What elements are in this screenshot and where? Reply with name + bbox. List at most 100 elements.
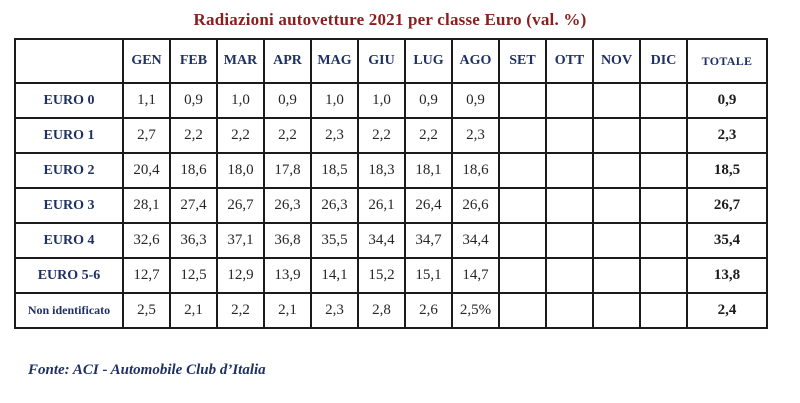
value-cell: 14,7 (451, 257, 500, 294)
value-cell: 26,3 (310, 187, 359, 224)
value-cell: 1,1 (122, 82, 171, 119)
value-cell: 2,5% (451, 292, 500, 329)
value-cell: 27,4 (169, 187, 218, 224)
value-cell: 12,7 (122, 257, 171, 294)
value-cell: 2,7 (122, 117, 171, 154)
empty-cell (592, 82, 641, 119)
value-cell: 15,2 (357, 257, 406, 294)
empty-cell (592, 152, 641, 189)
header-row: GEN FEB MAR APR MAG GIU LUG AGO SET OTT NOV DIC TOTA… (14, 38, 768, 84)
empty-cell (545, 152, 594, 189)
value-cell: 17,8 (263, 152, 312, 189)
empty-cell (592, 257, 641, 294)
value-cell: 2,6 (404, 292, 453, 329)
row-label: EURO 1 (14, 117, 124, 154)
value-cell: 2,3 (451, 117, 500, 154)
value-cell: 18,5 (310, 152, 359, 189)
column-header-mar: MAR (216, 38, 265, 84)
empty-cell (498, 257, 547, 294)
empty-cell (639, 82, 688, 119)
value-cell: 2,3 (310, 117, 359, 154)
value-cell: 2,2 (263, 117, 312, 154)
empty-cell (545, 117, 594, 154)
value-cell: 1,0 (357, 82, 406, 119)
value-cell: 2,3 (310, 292, 359, 329)
value-cell: 37,1 (216, 222, 265, 259)
empty-cell (592, 292, 641, 329)
table-row: EURO 2 20,4 18,6 18,0 17,8 18,5 18,3 18,1 18,6 18… (14, 152, 768, 189)
row-label: EURO 0 (14, 82, 124, 119)
page-title: Radiazioni autovetture 2021 per classe E… (193, 10, 587, 29)
value-cell: 2,2 (404, 117, 453, 154)
table-row: EURO 3 28,1 27,4 26,7 26,3 26,3 26,1 26,4 26,6 26… (14, 187, 768, 224)
table-row: EURO 1 2,7 2,2 2,2 2,2 2,3 2,2 2,2 2,3 2,3 (14, 117, 768, 154)
empty-cell (498, 152, 547, 189)
row-label: Non identificato (14, 292, 124, 329)
value-cell: 36,8 (263, 222, 312, 259)
empty-cell (498, 292, 547, 329)
total-cell: 2,3 (686, 117, 768, 154)
empty-cell (639, 117, 688, 154)
value-cell: 26,4 (404, 187, 453, 224)
row-label: EURO 5-6 (14, 257, 124, 294)
value-cell: 28,1 (122, 187, 171, 224)
column-header-apr: APR (263, 38, 312, 84)
value-cell: 0,9 (263, 82, 312, 119)
empty-cell (498, 82, 547, 119)
value-cell: 18,0 (216, 152, 265, 189)
column-header-giu: GIU (357, 38, 406, 84)
empty-cell (639, 187, 688, 224)
total-cell: 35,4 (686, 222, 768, 259)
total-cell: 13,8 (686, 257, 768, 294)
table-row: EURO 0 1,1 0,9 1,0 0,9 1,0 1,0 0,9 0,9 0,9 (14, 82, 768, 119)
value-cell: 35,5 (310, 222, 359, 259)
value-cell: 12,9 (216, 257, 265, 294)
value-cell: 32,6 (122, 222, 171, 259)
column-header-lug: LUG (404, 38, 453, 84)
column-header-ago: AGO (451, 38, 500, 84)
table-row: EURO 4 32,6 36,3 37,1 36,8 35,5 34,4 34,7 34,4 35… (14, 222, 768, 259)
value-cell: 1,0 (310, 82, 359, 119)
total-cell: 2,4 (686, 292, 768, 329)
empty-cell (498, 222, 547, 259)
column-header-set: SET (498, 38, 547, 84)
empty-cell (639, 152, 688, 189)
column-header-gen: GEN (122, 38, 171, 84)
value-cell: 2,1 (263, 292, 312, 329)
value-cell: 18,1 (404, 152, 453, 189)
empty-cell (592, 187, 641, 224)
value-cell: 12,5 (169, 257, 218, 294)
column-header-totale: TOTALE (686, 38, 768, 84)
column-header-dic: DIC (639, 38, 688, 84)
value-cell: 18,6 (451, 152, 500, 189)
row-label: EURO 3 (14, 187, 124, 224)
row-label: EURO 4 (14, 222, 124, 259)
column-header-feb: FEB (169, 38, 218, 84)
table-header: GEN FEB MAR APR MAG GIU LUG AGO SET OTT NOV DIC TOTA… (14, 38, 768, 84)
value-cell: 2,2 (169, 117, 218, 154)
total-cell: 18,5 (686, 152, 768, 189)
total-cell: 0,9 (686, 82, 768, 119)
value-cell: 0,9 (404, 82, 453, 119)
value-cell: 2,2 (357, 117, 406, 154)
empty-cell (592, 117, 641, 154)
value-cell: 34,7 (404, 222, 453, 259)
value-cell: 2,1 (169, 292, 218, 329)
value-cell: 26,3 (263, 187, 312, 224)
value-cell: 2,8 (357, 292, 406, 329)
empty-cell (639, 222, 688, 259)
value-cell: 0,9 (169, 82, 218, 119)
empty-cell (545, 292, 594, 329)
corner-cell (14, 38, 124, 84)
value-cell: 36,3 (169, 222, 218, 259)
empty-cell (639, 257, 688, 294)
empty-cell (545, 257, 594, 294)
total-cell: 26,7 (686, 187, 768, 224)
value-cell: 2,2 (216, 292, 265, 329)
value-cell: 20,4 (122, 152, 171, 189)
row-label: EURO 2 (14, 152, 124, 189)
column-header-mag: MAG (310, 38, 359, 84)
empty-cell (592, 222, 641, 259)
value-cell: 26,7 (216, 187, 265, 224)
